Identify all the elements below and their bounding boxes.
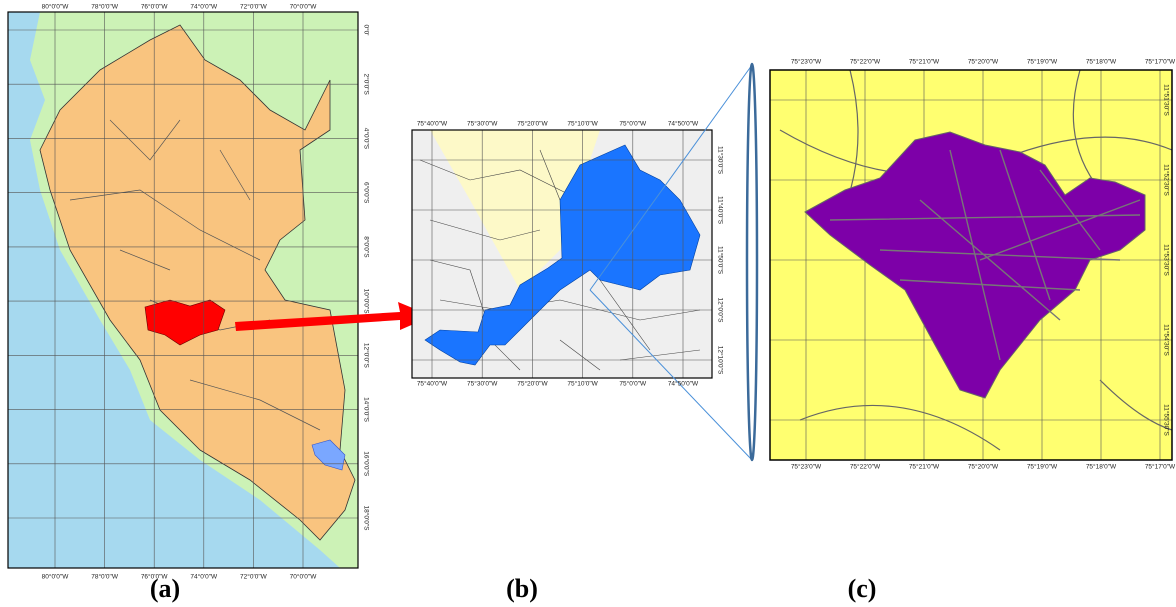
caption: (a) [150, 574, 180, 603]
bottom-tick-label: 75°21'0"W [909, 463, 940, 471]
right-tick-label: 12°0'0"S [716, 298, 724, 324]
top-tick-label: 75°40'0"W [417, 120, 448, 128]
bottom-tick-label: 75°23'0"W [791, 463, 822, 471]
right-tick-label: 2°0'0"S [362, 74, 370, 96]
right-tick-label: 10°0'0"S [362, 289, 370, 315]
right-tick-label: 12°10'0"S [716, 346, 724, 375]
right-tick-label: 11°50'0"S [716, 246, 724, 275]
right-tick-label: 11°30'0"S [716, 146, 724, 175]
map-b [412, 130, 712, 378]
top-tick-label: 75°22'0"W [850, 58, 881, 66]
right-tick-label: 8°0'0"S [362, 236, 370, 258]
bottom-tick-label: 80°0'0"W [42, 573, 70, 581]
top-tick-label: 74°0'0"W [190, 3, 218, 11]
zoom-line [589, 64, 753, 291]
top-tick-label: 75°23'0"W [791, 58, 822, 66]
bottom-tick-label: 70°0'0"W [290, 573, 318, 581]
top-tick-label: 78°0'0"W [91, 3, 119, 11]
bottom-tick-label: 75°17'0"W [1145, 463, 1176, 471]
right-tick-label: 11°51'30"S [1162, 84, 1170, 116]
top-tick-label: 75°30'0"W [467, 120, 498, 128]
zoom-line [589, 289, 753, 461]
right-tick-label: 11°52'30"S [1162, 164, 1170, 196]
arrow [235, 302, 432, 331]
top-tick-label: 70°0'0"W [290, 3, 318, 11]
bottom-tick-label: 75°20'0"W [517, 380, 548, 388]
bottom-tick-label: 75°0'0"W [619, 380, 647, 388]
right-tick-label: 18°0'0"S [362, 506, 370, 532]
bottom-tick-label: 75°20'0"W [968, 463, 999, 471]
right-tick-label: 11°55'30"S [1162, 404, 1170, 436]
zoom-lens [745, 62, 759, 462]
top-tick-label: 75°21'0"W [909, 58, 940, 66]
frame-c [769, 69, 1173, 461]
top-tick-label: 80°0'0"W [42, 3, 70, 11]
right-tick-label: 11°53'30"S [1162, 244, 1170, 276]
right-tick-label: 14°0'0"S [362, 397, 370, 423]
bottom-tick-label: 74°0'0"W [190, 573, 218, 581]
bottom-tick-label: 75°22'0"W [850, 463, 881, 471]
top-tick-label: 75°10'0"W [567, 120, 598, 128]
top-tick-label: 72°0'0"W [240, 3, 268, 11]
top-tick-label: 75°18'0"W [1086, 58, 1117, 66]
right-tick-label: 6°0'0"S [362, 182, 370, 204]
right-tick-label: 4°0'0"S [362, 128, 370, 150]
top-tick-label: 75°0'0"W [619, 120, 647, 128]
right-tick-label: 12°0'0"S [362, 343, 370, 369]
right-tick-label: 16°0'0"S [362, 451, 370, 477]
caption: (b) [506, 574, 538, 603]
bottom-tick-label: 75°40'0"W [417, 380, 448, 388]
map-a [8, 12, 358, 568]
top-tick-label: 75°17'0"W [1145, 58, 1176, 66]
top-tick-label: 75°20'0"W [517, 120, 548, 128]
bottom-tick-label: 74°50'0"W [668, 380, 699, 388]
right-tick-label: 11°40'0"S [716, 196, 724, 225]
bottom-tick-label: 78°0'0"W [91, 573, 119, 581]
top-tick-label: 75°20'0"W [968, 58, 999, 66]
map-c [770, 70, 1172, 460]
frame-b [411, 129, 713, 379]
right-tick-label: 0°0' [362, 24, 370, 35]
bottom-tick-label: 75°30'0"W [467, 380, 498, 388]
bottom-tick-label: 75°18'0"W [1086, 463, 1117, 471]
caption: (c) [848, 574, 877, 603]
bottom-tick-label: 75°19'0"W [1027, 463, 1058, 471]
bottom-tick-label: 76°0'0"W [141, 573, 169, 581]
frame-a [7, 11, 359, 569]
bottom-tick-label: 75°10'0"W [567, 380, 598, 388]
bottom-tick-label: 72°0'0"W [240, 573, 268, 581]
top-tick-label: 74°50'0"W [668, 120, 699, 128]
top-tick-label: 75°19'0"W [1027, 58, 1058, 66]
top-tick-label: 76°0'0"W [141, 3, 169, 11]
right-tick-label: 11°54'30"S [1162, 324, 1170, 356]
